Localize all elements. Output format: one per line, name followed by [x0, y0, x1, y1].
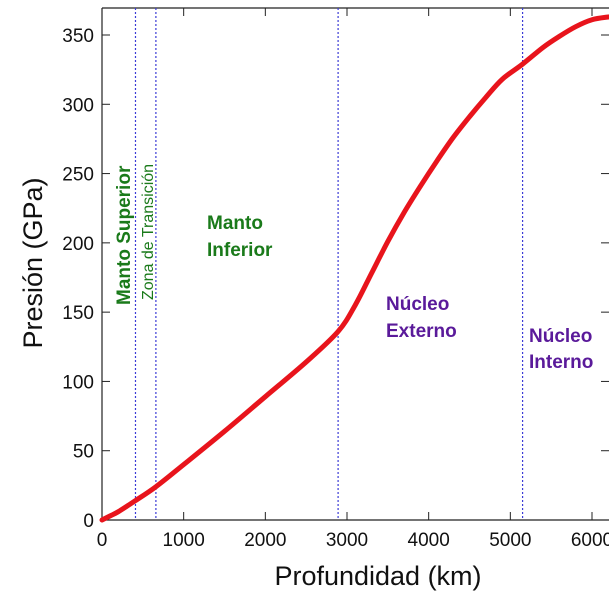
x-tick-label: 3000 — [326, 530, 368, 551]
y-tick-label: 250 — [62, 165, 94, 186]
annotation-lower-mantle-line1: Manto — [207, 213, 263, 234]
pressure-curve — [99, 14, 609, 523]
x-axis-ticks: 0 1000 2000 3000 4000 5000 6000 — [97, 8, 609, 551]
x-tick-label: 2000 — [244, 530, 286, 551]
annotation-outer-core-line1: Núcleo — [386, 294, 449, 315]
x-tick-label: 6000 — [571, 530, 609, 551]
plot-frame — [101, 7, 609, 521]
annotation-lower-mantle-line2: Inferior — [207, 240, 273, 261]
x-tick-label: 1000 — [163, 530, 205, 551]
y-tick-label: 200 — [62, 234, 94, 255]
annotation-inner-core-line2: Interno — [529, 352, 593, 373]
x-tick-label: 0 — [97, 530, 108, 551]
annotation-transition-zone: Zona de Transición — [140, 164, 157, 300]
x-axis-title: Profundidad (km) — [274, 561, 481, 591]
x-tick-label: 4000 — [408, 530, 450, 551]
layer-boundaries — [134, 8, 524, 520]
y-axis-title: Presión (GPa) — [18, 177, 48, 348]
y-tick-label: 0 — [83, 511, 94, 532]
y-tick-label: 150 — [62, 303, 94, 324]
y-tick-label: 300 — [62, 95, 94, 116]
x-tick-label: 5000 — [489, 530, 531, 551]
y-axis-ticks: 0 50 100 150 200 250 300 350 — [62, 26, 609, 532]
y-tick-label: 350 — [62, 26, 94, 47]
annotation-inner-core-line1: Núcleo — [529, 326, 592, 347]
y-tick-label: 50 — [73, 442, 94, 463]
annotation-outer-core-line2: Externo — [386, 321, 457, 342]
y-tick-label: 100 — [62, 372, 94, 393]
series-group — [99, 14, 609, 523]
annotation-upper-mantle: Manto Superior — [114, 165, 135, 305]
